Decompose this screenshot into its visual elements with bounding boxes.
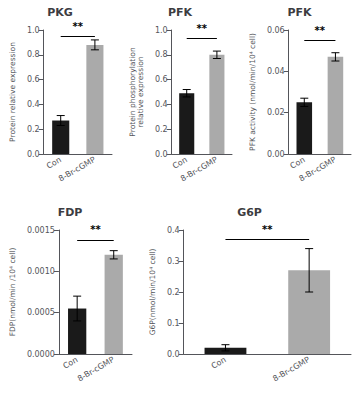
svg-text:0.2: 0.2 <box>155 125 168 134</box>
svg-text:0.0: 0.0 <box>167 350 180 359</box>
svg-text:PKG: PKG <box>47 6 73 19</box>
svg-text:Con: Con <box>289 155 307 171</box>
svg-text:0.04: 0.04 <box>267 67 285 76</box>
svg-text:0.0: 0.0 <box>27 150 40 159</box>
svg-text:0.4: 0.4 <box>167 226 180 235</box>
svg-text:0.6: 0.6 <box>27 75 40 84</box>
svg-text:0.0005: 0.0005 <box>27 308 55 317</box>
svg-text:0.06: 0.06 <box>267 26 285 35</box>
svg-text:0.00: 0.00 <box>267 150 285 159</box>
svg-text:0.0010: 0.0010 <box>27 267 55 276</box>
svg-text:0.02: 0.02 <box>267 108 285 117</box>
svg-text:PFK: PFK <box>287 6 312 19</box>
svg-text:8-Br-cGMP: 8-Br-cGMP <box>179 155 219 183</box>
svg-text:**: ** <box>73 21 84 32</box>
svg-text:0.8: 0.8 <box>27 50 40 59</box>
svg-text:Con: Con <box>210 355 228 371</box>
svg-text:G6P: G6P <box>237 206 262 219</box>
svg-text:FDP: FDP <box>58 206 83 219</box>
svg-text:1.0: 1.0 <box>155 26 168 35</box>
svg-text:0.2: 0.2 <box>167 288 180 297</box>
svg-text:0.6: 0.6 <box>155 75 168 84</box>
svg-text:8-Br-cGMP: 8-Br-cGMP <box>76 355 116 383</box>
svg-text:Protein phosphorylation: Protein phosphorylation <box>127 47 137 137</box>
svg-text:0.1: 0.1 <box>167 319 180 328</box>
svg-text:**: ** <box>197 23 208 34</box>
svg-text:0.0000: 0.0000 <box>27 350 55 359</box>
svg-text:0.3: 0.3 <box>167 257 180 266</box>
svg-text:Protein relative expression: Protein relative expression <box>8 42 17 142</box>
svg-text:0.0015: 0.0015 <box>27 226 55 235</box>
svg-text:Con: Con <box>61 355 79 371</box>
svg-text:**: ** <box>315 25 326 36</box>
svg-text:0.8: 0.8 <box>155 50 168 59</box>
svg-text:Con: Con <box>45 155 63 171</box>
svg-text:relative expression: relative expression <box>136 56 145 127</box>
svg-text:FDP(nmol/min /10⁴ cell): FDP(nmol/min /10⁴ cell) <box>8 248 17 337</box>
svg-text:Con: Con <box>171 155 189 171</box>
svg-text:1.0: 1.0 <box>27 26 40 35</box>
svg-text:PFK: PFK <box>168 6 193 19</box>
svg-text:G6P(nmol/min/10⁴ cell): G6P(nmol/min/10⁴ cell) <box>148 249 157 336</box>
svg-text:**: ** <box>262 224 273 235</box>
svg-text:0.4: 0.4 <box>155 100 168 109</box>
svg-text:0.0: 0.0 <box>155 150 168 159</box>
svg-text:8-Br-cGMP: 8-Br-cGMP <box>271 355 311 383</box>
svg-text:**: ** <box>90 224 101 235</box>
svg-text:8-Br-cGMP: 8-Br-cGMP <box>57 155 97 183</box>
svg-text:0.2: 0.2 <box>27 125 40 134</box>
svg-text:0.4: 0.4 <box>27 100 40 109</box>
svg-text:8-Br-cGMP: 8-Br-cGMP <box>298 155 338 183</box>
svg-text:PFK activity (nmol/min/10⁴ cel: PFK activity (nmol/min/10⁴ cell) <box>248 33 257 151</box>
